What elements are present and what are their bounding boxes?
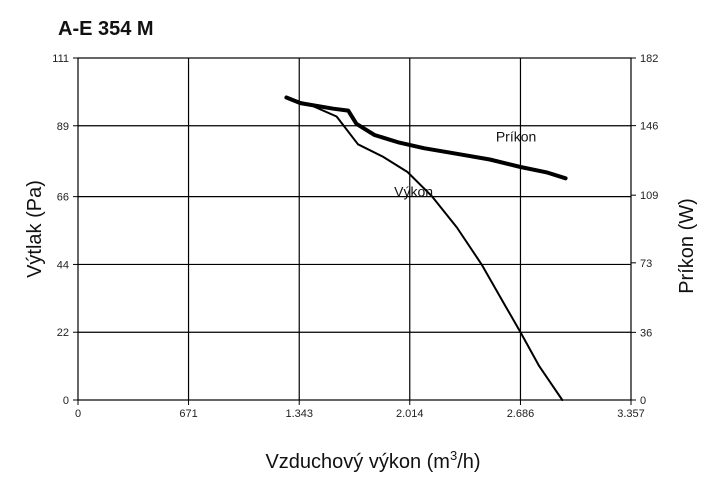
x-tick-label: 671 [179,408,197,420]
y-tick-label: 0 [63,395,69,407]
x-tick-label: 2.014 [396,408,424,420]
x-tick-label: 2.686 [507,408,535,420]
y-tick-label: 66 [57,192,69,204]
ticks: 0 671 1.343 2.014 2.686 3.3570224466891110367… [52,53,658,420]
x-axis-label: Vzduchový výkon (m3/h) [265,448,480,473]
y-tick-label: 89 [57,121,69,133]
y-tick-label: 44 [57,259,69,271]
x-tick-label: 3.357 [617,408,645,420]
series-layer [284,95,568,401]
y2-tick-label: 0 [640,395,646,407]
series-label-vykon: Výkon [394,184,433,200]
x-tick-label: 0 [75,408,81,420]
chart-title: A-E 354 M [58,18,154,40]
y2-tick-label: 146 [640,121,658,133]
y2-tick-label: 73 [640,258,652,270]
x-tick-label: 1.343 [285,408,313,420]
y2-tick-label: 182 [640,53,658,65]
y2-axis-label: Príkon (W) [676,198,698,294]
plot-frame [77,57,632,401]
y-tick-label: 22 [57,327,69,339]
series-line-vykon [285,97,564,401]
y-axis-label: Výtlak (Pa) [24,180,46,278]
y2-tick-label: 36 [640,327,652,339]
y2-tick-label: 109 [640,190,658,202]
y-tick-label: 111 [52,53,69,65]
grid [78,58,631,400]
series-label-prikon: Príkon [496,128,536,144]
series-labels: Výkon Príkon [394,128,536,199]
series-line-prikon [284,95,568,181]
